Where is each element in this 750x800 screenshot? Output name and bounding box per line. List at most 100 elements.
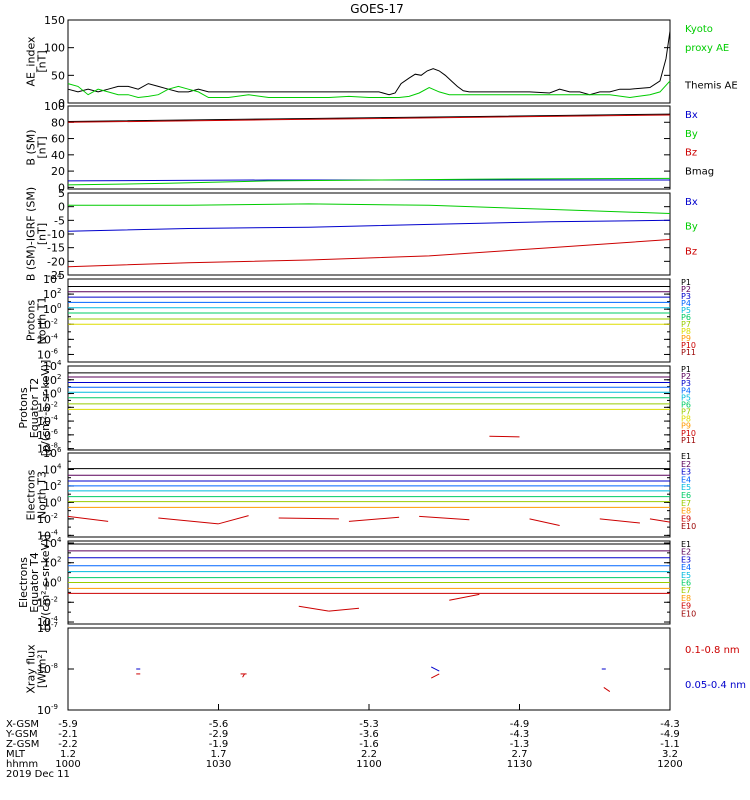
y-tick-exponent: -9 bbox=[51, 703, 58, 711]
series-bx bbox=[67, 219, 671, 232]
y-tick-label: 100 bbox=[43, 387, 61, 401]
x-row-value: -4.9 bbox=[510, 719, 530, 730]
series-bz bbox=[67, 114, 671, 123]
legend-label: P6 bbox=[681, 400, 691, 409]
y-tick-exponent: 2 bbox=[57, 556, 61, 564]
y-tick-exponent: 4 bbox=[57, 272, 62, 280]
x-row-value: -5.9 bbox=[58, 719, 78, 730]
legend-label: P8 bbox=[681, 327, 691, 336]
panel-frame bbox=[67, 365, 671, 451]
y-tick-exponent: -4 bbox=[51, 332, 59, 340]
y-axis-label: [nT] bbox=[36, 223, 49, 245]
y-tick-exponent: -2 bbox=[51, 400, 58, 408]
x-row-value: -1.9 bbox=[209, 739, 229, 750]
legend-label: E3 bbox=[681, 555, 691, 564]
legend-label: E9 bbox=[681, 602, 691, 611]
y-tick-label: 80 bbox=[51, 116, 65, 129]
legend-label: E4 bbox=[681, 563, 691, 572]
legend-label: E4 bbox=[681, 475, 691, 484]
panel-frame bbox=[67, 278, 671, 363]
legend-label: Bz bbox=[685, 148, 697, 159]
series-by bbox=[67, 177, 671, 186]
series-bmag bbox=[67, 113, 671, 122]
x-row-value: -5.3 bbox=[359, 719, 379, 730]
y-tick-label: -20 bbox=[47, 255, 65, 268]
legend-label: E6 bbox=[681, 491, 691, 500]
y-axis-label: Electrons bbox=[17, 557, 30, 608]
y-tick-label: 100 bbox=[43, 302, 61, 316]
series-kyoto-proxy-ae bbox=[67, 80, 671, 99]
y-tick-label: 102 bbox=[43, 556, 61, 570]
legend-label: E8 bbox=[681, 594, 691, 603]
y-tick-label: -5 bbox=[54, 214, 65, 227]
legend-label: P1 bbox=[681, 365, 691, 374]
legend-label: By bbox=[685, 129, 698, 140]
legend-label: E7 bbox=[681, 499, 691, 508]
y-tick-label: 150 bbox=[44, 14, 65, 27]
y-tick-exponent: 4 bbox=[57, 462, 62, 470]
data-segment bbox=[158, 517, 219, 525]
x-row-value: -2.2 bbox=[58, 739, 78, 750]
y-tick-label: 50 bbox=[51, 69, 65, 82]
panel-frame bbox=[67, 19, 671, 104]
legend-label: P4 bbox=[681, 299, 691, 308]
x-row-value: -1.6 bbox=[359, 739, 379, 750]
y-tick-exponent: -6 bbox=[51, 428, 59, 436]
y-tick-label: -15 bbox=[47, 242, 65, 255]
legend-label: 0.05-0.4 nm bbox=[685, 680, 746, 691]
y-tick-label: 60 bbox=[51, 133, 65, 146]
y-tick-label: 10-7 bbox=[37, 621, 58, 635]
legend-label: Bx bbox=[685, 197, 698, 208]
x-row-value: 1.2 bbox=[60, 749, 76, 760]
x-row-value: 1100 bbox=[356, 759, 381, 770]
y-tick-label: 100 bbox=[43, 576, 61, 590]
data-segment bbox=[67, 515, 109, 522]
x-row-value: -4.9 bbox=[660, 729, 680, 740]
legend-label: P9 bbox=[681, 422, 691, 431]
panel-pet2: 10410210010-210-410-610-8ProtonsEquator … bbox=[17, 359, 696, 456]
legend-label: E2 bbox=[681, 548, 691, 557]
legend-label: E8 bbox=[681, 507, 691, 516]
data-segment bbox=[242, 673, 246, 678]
data-segment bbox=[430, 673, 440, 679]
series-themis-ae bbox=[67, 31, 671, 96]
legend-label: proxy AE bbox=[685, 43, 729, 54]
y-axis-label: [e/(cm²-s-sr-keV)] bbox=[39, 534, 52, 630]
y-axis-label: [nT] bbox=[36, 50, 49, 72]
y-tick-label: 0 bbox=[58, 97, 65, 110]
legend-label: E9 bbox=[681, 514, 691, 523]
panel-bsm: 0 20 40 60 80 100 B (SM)[nT] Bx By Bz Bmag bbox=[25, 100, 715, 194]
panel-frame bbox=[67, 105, 671, 190]
y-axis-label: Protons bbox=[25, 300, 38, 341]
x-row-value: 1200 bbox=[657, 759, 682, 770]
legend-label: P11 bbox=[681, 348, 696, 357]
legend-label: P9 bbox=[681, 334, 691, 343]
panel-bigrf: -25-20-15-10-505 B (SM)-IGRF (SM)[nT] Bx By… bbox=[25, 187, 698, 282]
legend-label: E1 bbox=[681, 540, 691, 549]
y-tick-label: -25 bbox=[47, 269, 65, 282]
x-row-value: 3.2 bbox=[662, 749, 678, 760]
panel-frame bbox=[67, 627, 671, 711]
y-tick-exponent: -4 bbox=[51, 615, 59, 623]
y-tick-exponent: -8 bbox=[51, 442, 58, 450]
legend-label: P3 bbox=[681, 379, 691, 388]
y-axis-label: Electrons bbox=[25, 469, 38, 520]
legend-label: Bx bbox=[685, 110, 698, 121]
legend-label: P10 bbox=[681, 429, 696, 438]
x-row-value: 2.7 bbox=[512, 749, 528, 760]
legend-label: E3 bbox=[681, 468, 691, 477]
y-tick-label: 102 bbox=[43, 373, 61, 387]
data-segment bbox=[278, 517, 339, 520]
legend-label: P7 bbox=[681, 408, 691, 417]
panel-ae: 0 50 100 150 AE_index[nT] Kyoto proxy AE Themis… bbox=[25, 14, 738, 110]
y-tick-exponent: -4 bbox=[51, 528, 59, 536]
y-tick-exponent: 2 bbox=[57, 287, 61, 295]
plot-title: GOES-17 bbox=[350, 2, 404, 16]
y-axis-label: [p/(cm²-s-sr-keV)] bbox=[39, 360, 52, 457]
data-segment bbox=[649, 518, 671, 523]
